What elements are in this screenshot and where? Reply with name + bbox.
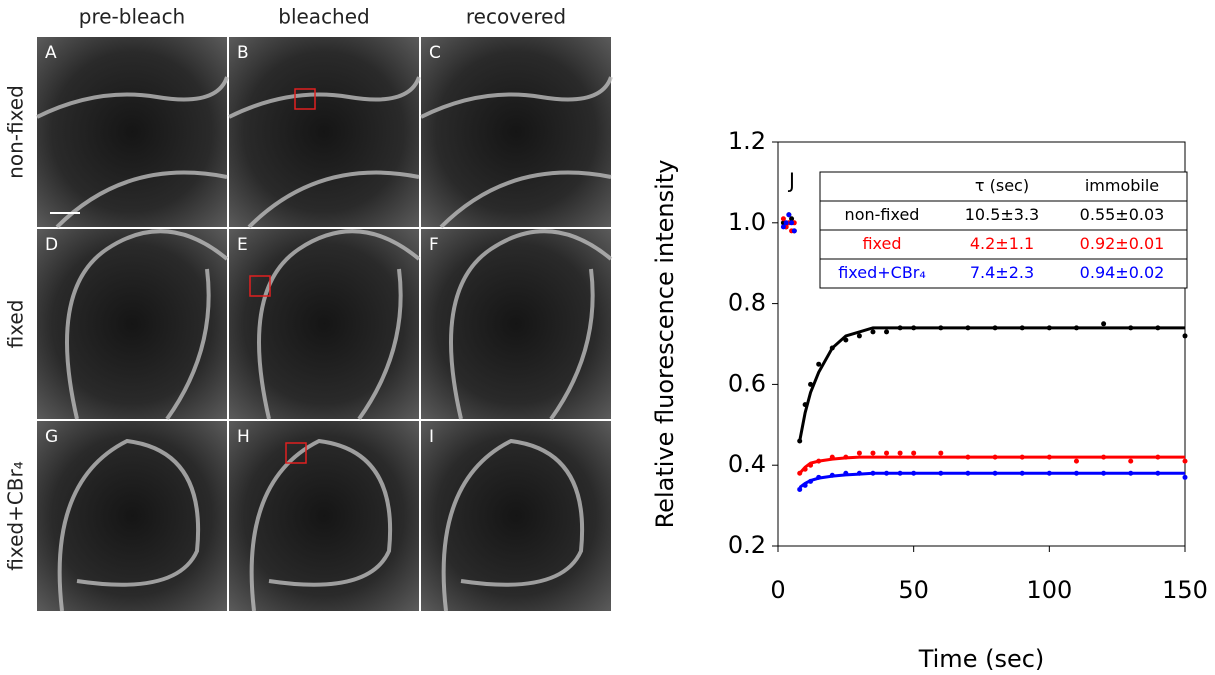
table-cell: fixed [862,234,901,253]
x-tick-label: 0 [770,576,785,604]
data-point [884,450,890,456]
data-point [786,212,792,218]
table-cell: 0.92±0.01 [1080,234,1165,253]
membrane [36,76,229,229]
table-cell: 4.2±1.1 [970,234,1034,253]
x-axis-label: Time (sec) [918,645,1045,673]
membrane [228,76,421,229]
x-tick-label: 100 [1026,576,1072,604]
fit-line [798,471,1185,489]
y-axis-label: Relative fluorescence intensity [651,160,679,529]
data-point [884,329,890,335]
y-tick-label: 0.4 [728,450,766,478]
micrograph [37,229,227,419]
micrograph [229,229,419,419]
table-cell: 7.4±2.3 [970,263,1034,282]
panel-letter: E [237,235,248,255]
membrane [441,438,585,612]
data-point [1182,458,1188,464]
table-cell: non-fixed [845,205,920,224]
chart: 0.2 0.4 0.6 0.8 1.0 1.2 0 50 100 150 Time (sec) Rel… [651,127,1208,673]
y-tick-label: 1.2 [728,127,766,155]
table-header: immobile [1085,176,1159,195]
data-point [870,450,876,456]
table-cell: 10.5±3.3 [965,205,1039,224]
bleach-roi [294,88,316,110]
x-tick-label: 150 [1162,576,1208,604]
data-point [780,224,786,230]
data-point [1101,321,1107,327]
panel-letter: G [45,427,58,447]
x-tick-label: 50 [898,576,929,604]
data-point [1182,333,1188,339]
membrane [257,229,421,421]
data-point [1128,458,1134,464]
bleach-roi [249,275,271,297]
membrane [449,229,613,421]
y-tick-label: 0.2 [728,531,766,559]
y-tick-label: 0.6 [728,369,766,397]
column-header: pre-bleach [79,5,185,29]
data-point [789,220,795,226]
data-point [789,216,795,222]
plot-frame [777,141,1186,547]
table-cell: 0.94±0.02 [1080,263,1165,282]
data-point [783,220,789,226]
panel-letter: F [429,235,439,255]
column-header: bleached [278,5,369,29]
micrograph [421,229,611,419]
y-tick-label: 1.0 [728,208,766,236]
fit-line [798,455,1185,475]
panel-letter: C [429,43,441,63]
membrane [420,76,613,229]
data-point [780,216,786,222]
data-point [816,361,822,367]
row-label: fixed [4,300,28,349]
panel-letter: B [237,43,249,63]
membrane [65,229,229,421]
bleach-roi [285,442,307,464]
membrane [57,438,201,612]
data-point [938,450,944,456]
y-tick-label: 0.8 [728,289,766,317]
panel-letter: J [787,169,795,193]
panel-letter: A [45,43,57,63]
membrane [249,438,393,612]
panel-letter: I [429,427,434,447]
data-point [911,450,917,456]
micrograph [421,37,611,227]
data-point [856,450,862,456]
table-header: τ (sec) [975,176,1029,195]
micrographs: pre-bleach bleached recovered non-fixed fixe… [4,5,613,612]
table-cell: 0.55±0.03 [1080,205,1165,224]
micrograph [37,37,227,227]
row-label: fixed+CBr₄ [4,461,28,571]
fit-line [798,326,1185,442]
data-point [791,228,797,234]
data-point [856,333,862,339]
panel-letter: H [237,427,250,447]
column-header: recovered [466,5,566,29]
data-point [870,329,876,335]
data-point [897,450,903,456]
data-point [1073,458,1079,464]
table-cell: fixed+CBr₄ [838,263,926,282]
row-label: non-fixed [4,85,28,179]
panel-letter: D [45,235,58,255]
data-point [1182,474,1188,480]
micrograph [229,37,419,227]
